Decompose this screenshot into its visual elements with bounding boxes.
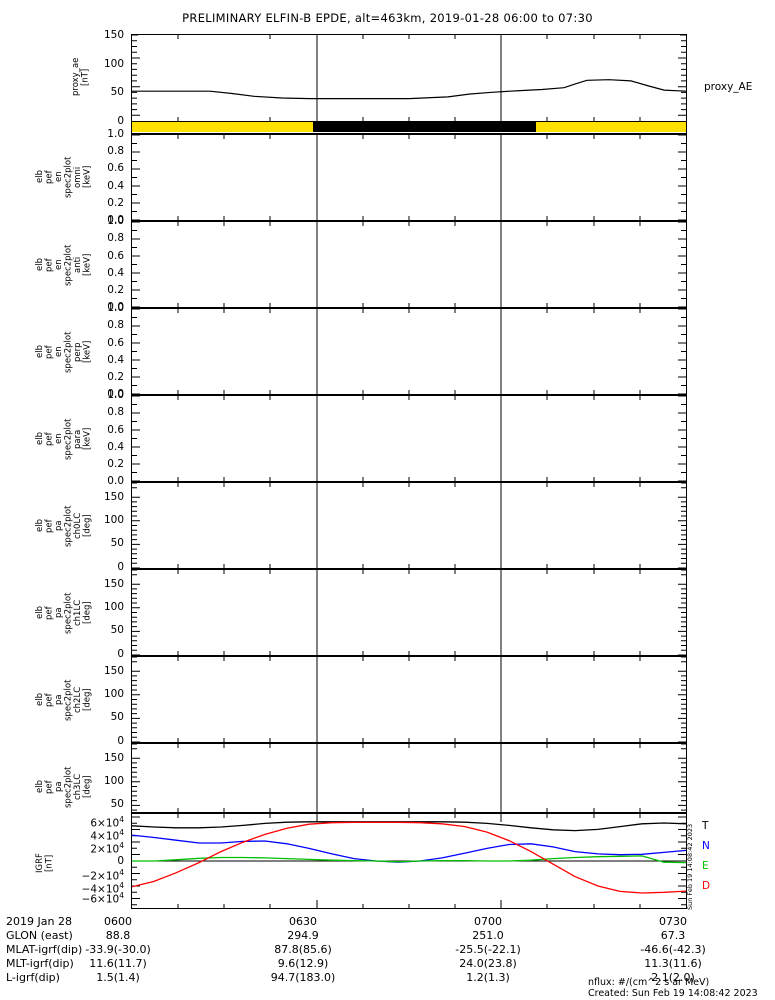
x-gridlines [177,483,641,568]
axis-ticks [132,744,686,811]
legend-proxy-ae: proxy_AE [704,81,753,93]
pa-ch0lc-plot [132,483,686,568]
footer-mlt: 24.0(23.8) [459,957,517,970]
footer-glon: 67.3 [660,929,686,942]
x-gridlines [177,396,641,481]
axis-ticks [132,657,686,742]
en-para-plot [132,396,686,481]
x-gridlines [177,135,641,220]
note-created: Created: Sun Feb 19 14:08:42 2023 [588,988,758,999]
footer-mlt: 11.6(11.7) [89,957,147,970]
footer-glon: 294.9 [287,929,319,942]
x-gridlines [177,814,641,908]
footer-label-mlat: MLAT-igrf(dip) [6,943,83,956]
footer-l: 2.1(2.0) [651,971,695,984]
footer-mlat: 87.8(85.6) [274,943,332,956]
igrf-plot [132,814,686,908]
panel-en-anti [131,221,687,308]
igrf-series-D [132,821,686,894]
proxy-ae-plot [132,35,686,121]
en-omni-plot [132,135,686,220]
en-perp-plot [132,309,686,394]
footer-glon: 88.8 [105,929,131,942]
x-gridlines [177,35,641,121]
state-bar-yellow-right [536,122,686,132]
footer-label-date: 2019 Jan 28 [6,915,72,928]
footer-mlat: -46.6(-42.3) [640,943,706,956]
footer-glon: 251.0 [472,929,504,942]
panel-state-bar [131,122,687,134]
legend-item-d: D [702,880,711,892]
footer-time: 0600 [104,915,132,928]
footer-mlt: 9.6(12.9) [277,957,329,970]
footer-time: 0730 [659,915,687,928]
footer-l: 94.7(183.0) [270,971,336,984]
axis-ticks [132,222,686,307]
proxy-ae-trace [132,79,686,100]
panel-proxy-ae [131,34,687,122]
state-bar-black-center [313,122,536,132]
igrf-series-T [132,821,686,832]
panel-en-perp [131,308,687,395]
rotated-timestamp: Sun Feb 19 14:08:42 2023 [686,823,694,910]
footer-time: 0700 [474,915,502,928]
page-title: PRELIMINARY ELFIN-B EPDE, alt=463km, 201… [182,11,593,25]
footer-l: 1.2(1.3) [466,971,510,984]
pa-ch1lc-plot [132,570,686,655]
footer-label-glon: GLON (east) [6,929,73,942]
axis-ticks [132,35,686,116]
legend-item-t: T [702,820,709,832]
pa-ch3lc-plot [132,744,686,812]
x-gridlines [177,657,641,742]
footer-mlat: -33.9(-30.0) [85,943,151,956]
panel-en-para [131,395,687,482]
legend-item-n: N [702,840,710,852]
legend-item-e: E [702,860,709,872]
igrf-series-E [132,855,686,864]
footer-l: 1.5(1.4) [96,971,140,984]
state-bar-yellow-left [132,122,313,132]
ylabel-igrf: IGRF [nT] [35,853,55,873]
x-gridlines [177,744,641,812]
footer-label-l: L-igrf(dip) [6,971,60,984]
note-nflux: nflux: #/(cm^2 s ar MeV) [588,977,710,988]
x-gridlines [177,309,641,394]
footer-mlt: 11.3(11.6) [644,957,702,970]
footer-mlat: -25.5(-22.1) [455,943,521,956]
footer-time: 0630 [289,915,317,928]
x-gridlines [177,222,641,307]
axis-ticks [132,570,686,655]
panel-pa-ch3lc [131,743,687,813]
pa-ch2lc-plot [132,657,686,742]
x-gridlines [177,570,641,655]
axis-ticks [132,483,686,568]
axis-ticks [132,309,686,394]
panel-pa-ch2lc [131,656,687,743]
ylabel-proxy-ae: proxy_ae [nT] [71,57,91,97]
axis-ticks [132,396,686,481]
panel-en-omni [131,134,687,221]
axis-ticks [132,135,686,220]
panel-pa-ch0lc [131,482,687,569]
footer-label-mlt: MLT-igrf(dip) [6,957,74,970]
panel-igrf [131,813,687,909]
panel-pa-ch1lc [131,569,687,656]
en-anti-plot [132,222,686,307]
